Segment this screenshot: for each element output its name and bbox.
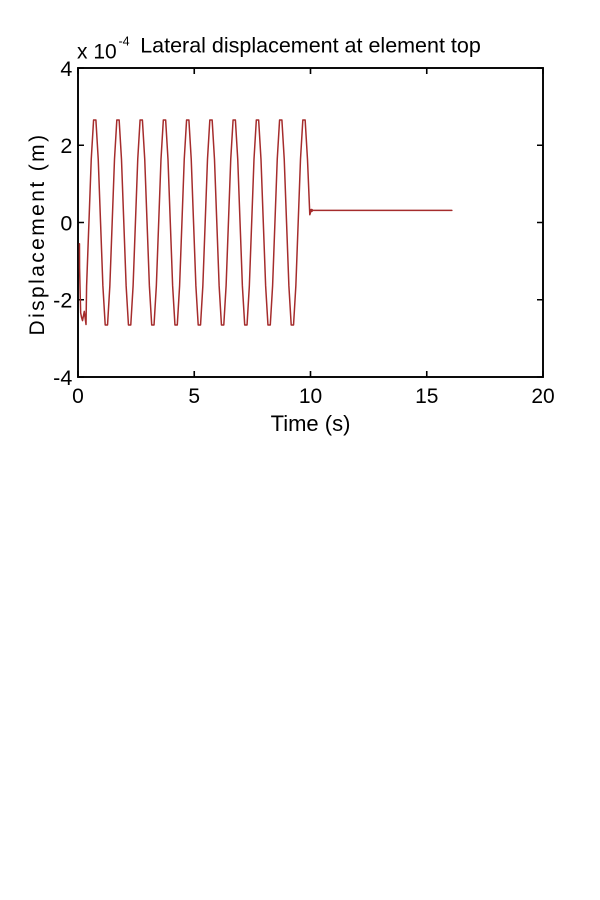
svg-text:Lateral displacement at elemen: Lateral displacement at element top (140, 34, 481, 58)
svg-text:-4: -4 (53, 366, 72, 390)
svg-text:2: 2 (60, 134, 72, 158)
svg-text:4: 4 (60, 57, 72, 81)
svg-text:5: 5 (188, 385, 200, 408)
svg-text:Time (s): Time (s) (271, 411, 351, 436)
svg-text:0: 0 (60, 211, 72, 235)
svg-text:x 10: x 10 (77, 41, 117, 64)
svg-text:-4: -4 (119, 35, 130, 49)
svg-text:20: 20 (531, 385, 554, 408)
svg-text:Displacement (m): Displacement (m) (26, 133, 49, 336)
svg-text:-2: -2 (53, 289, 72, 313)
svg-text:15: 15 (415, 385, 438, 408)
svg-text:0: 0 (72, 385, 84, 408)
svg-text:10: 10 (299, 385, 322, 408)
